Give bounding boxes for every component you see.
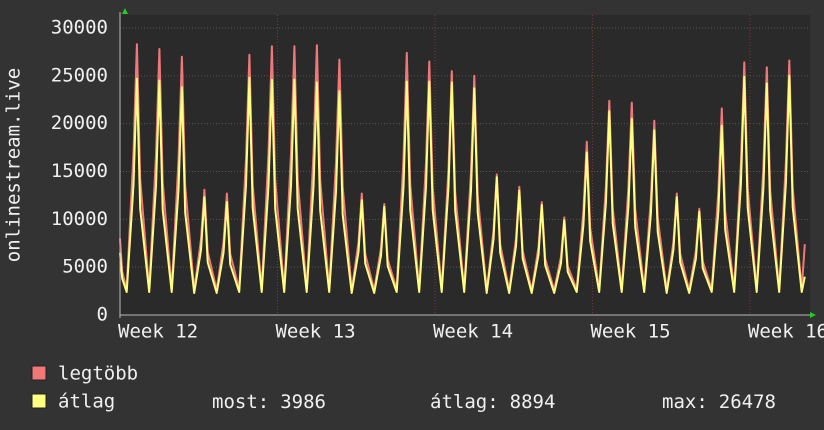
stat-label: max: — [662, 391, 708, 413]
y-tick-label: 5000 — [62, 256, 108, 278]
x-tick-label: Week 13 — [275, 321, 355, 343]
stat-label: most: — [212, 391, 269, 413]
legend-stat: átlag: 8894 — [430, 391, 555, 413]
x-tick-label: Week 12 — [118, 321, 198, 343]
y-arrow — [122, 8, 128, 14]
y-tick-label: 25000 — [51, 64, 108, 86]
legend-swatch — [31, 365, 47, 381]
x-tick-label: Week 14 — [433, 321, 513, 343]
y-axis-label: onlinestream.live — [3, 68, 25, 262]
y-tick-label: 15000 — [51, 160, 108, 182]
legend-label: legtöbb — [58, 363, 138, 385]
stat-value: 8894 — [510, 391, 556, 413]
y-tick-label: 30000 — [51, 17, 108, 39]
legend-label: átlag — [58, 391, 115, 413]
stat-value: 26478 — [719, 391, 776, 413]
x-tick-label: Week 15 — [590, 321, 670, 343]
legend-swatch — [31, 393, 47, 409]
stat-value: 3986 — [280, 391, 326, 413]
x-arrow — [810, 312, 816, 318]
stat-label: átlag: — [430, 391, 499, 413]
y-tick-label: 0 — [97, 304, 108, 326]
series-line — [119, 74, 806, 294]
y-tick-label: 20000 — [51, 112, 108, 134]
legend-stat: max: 26478 — [662, 391, 776, 413]
legend-stat: most: 3986 — [212, 391, 326, 413]
y-tick-label: 10000 — [51, 208, 108, 230]
x-tick-label: Week 16 — [748, 321, 824, 343]
